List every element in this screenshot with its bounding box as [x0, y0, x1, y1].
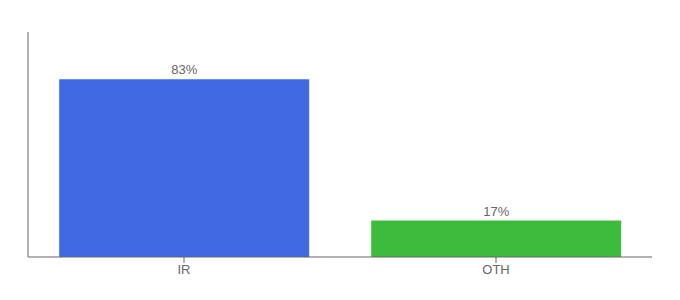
svg-text:17%: 17%: [483, 204, 509, 219]
svg-text:IR: IR: [178, 262, 191, 277]
svg-text:83%: 83%: [171, 62, 197, 77]
svg-text:OTH: OTH: [482, 262, 509, 277]
